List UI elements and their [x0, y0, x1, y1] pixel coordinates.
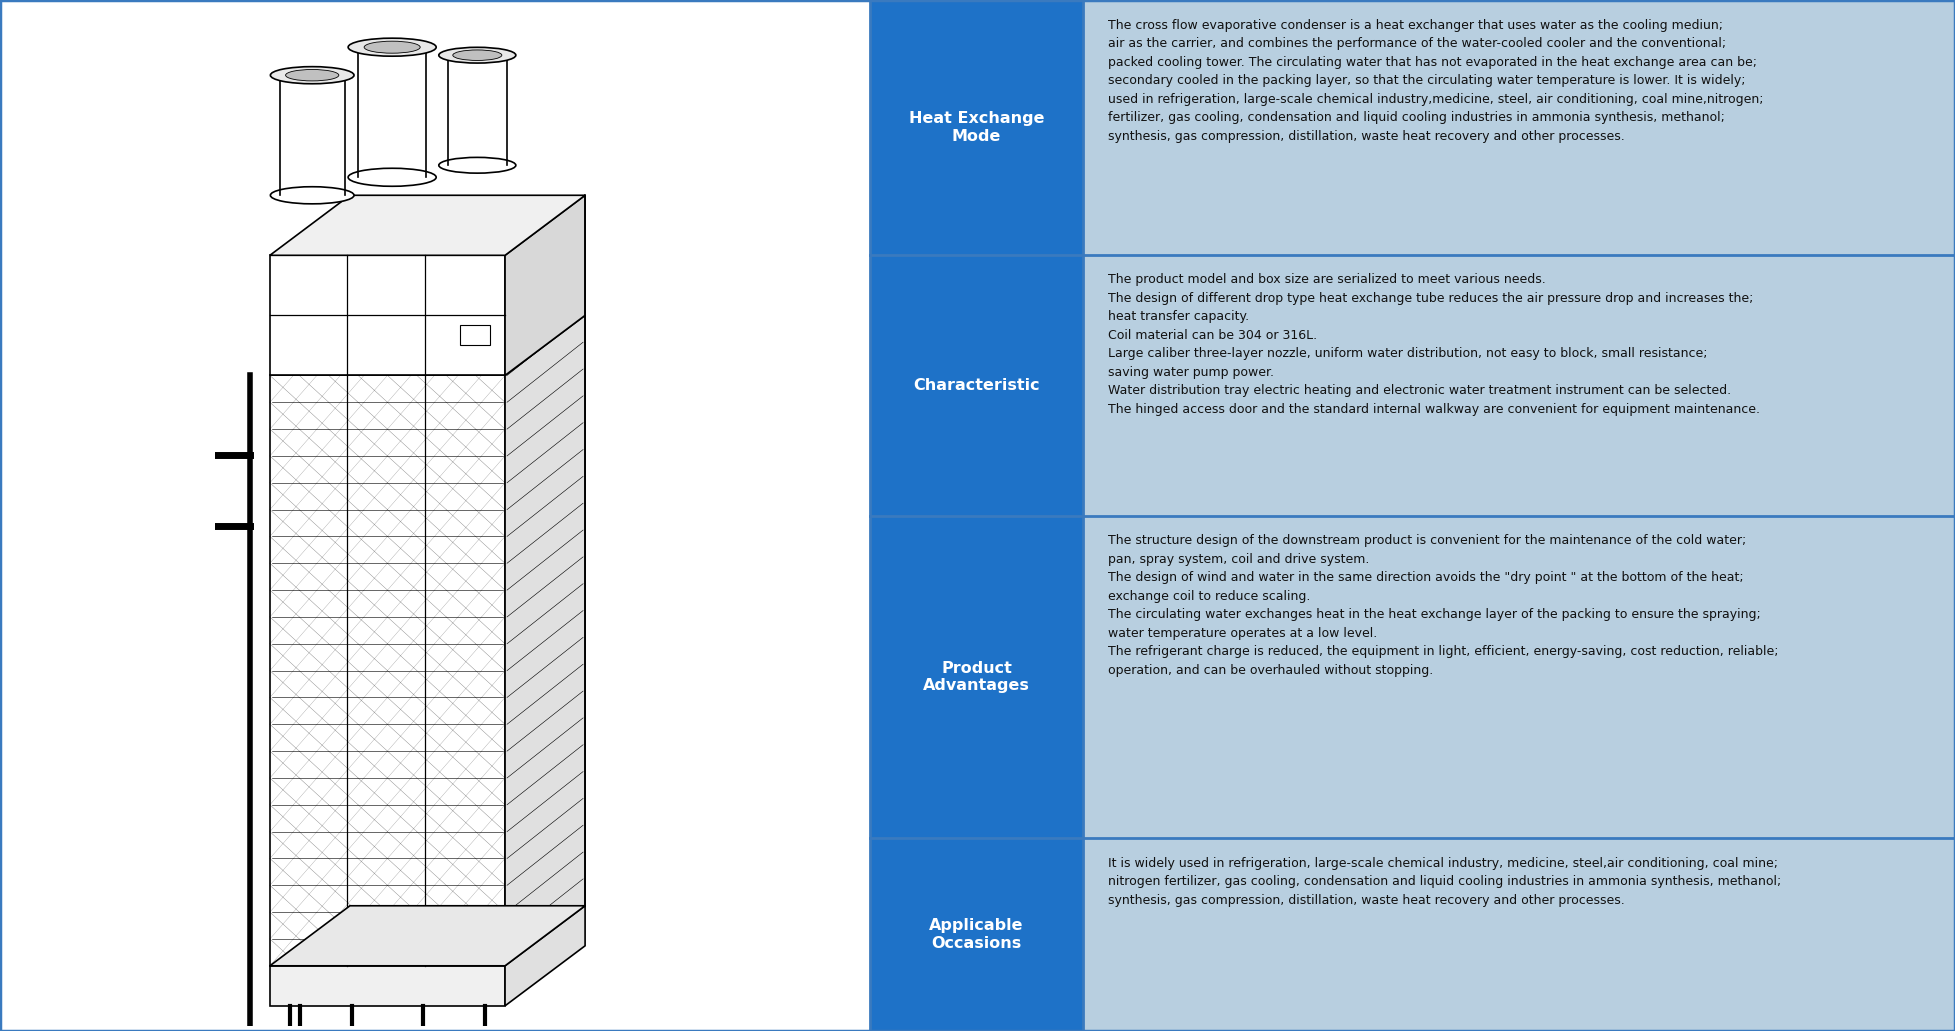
Text: Product
Advantages: Product Advantages [923, 661, 1030, 693]
Ellipse shape [438, 158, 516, 173]
Polygon shape [504, 195, 585, 375]
Text: The structure design of the downstream product is convenient for the maintenance: The structure design of the downstream p… [1108, 534, 1779, 676]
Polygon shape [270, 906, 585, 966]
Ellipse shape [348, 168, 436, 187]
Polygon shape [504, 315, 585, 966]
Ellipse shape [438, 47, 516, 63]
Ellipse shape [270, 187, 354, 204]
Polygon shape [270, 966, 504, 1006]
Ellipse shape [364, 41, 420, 54]
Text: Characteristic: Characteristic [913, 377, 1040, 393]
Polygon shape [270, 195, 585, 256]
Ellipse shape [348, 38, 436, 56]
Ellipse shape [285, 69, 338, 80]
Text: Heat Exchange
Mode: Heat Exchange Mode [909, 111, 1044, 143]
Text: Applicable
Occasions: Applicable Occasions [929, 919, 1024, 951]
Polygon shape [270, 256, 504, 375]
Bar [0, 0, 870, 1031]
Bar [1083, 838, 1955, 1031]
Bar [459, 326, 491, 345]
Text: The product model and box size are serialized to meet various needs.
The design : The product model and box size are seria… [1108, 273, 1761, 415]
Bar [1083, 0, 1955, 255]
Polygon shape [504, 906, 585, 1006]
Ellipse shape [270, 67, 354, 84]
Bar [1083, 516, 1955, 838]
Bar [870, 255, 1083, 516]
Ellipse shape [454, 49, 502, 61]
Text: It is widely used in refrigeration, large-scale chemical industry, medicine, ste: It is widely used in refrigeration, larg… [1108, 857, 1781, 906]
Bar [870, 838, 1083, 1031]
Text: The cross flow evaporative condenser is a heat exchanger that uses water as the : The cross flow evaporative condenser is … [1108, 19, 1763, 142]
Bar [870, 516, 1083, 838]
Polygon shape [270, 375, 504, 966]
Bar [870, 0, 1083, 255]
Bar [1083, 255, 1955, 516]
